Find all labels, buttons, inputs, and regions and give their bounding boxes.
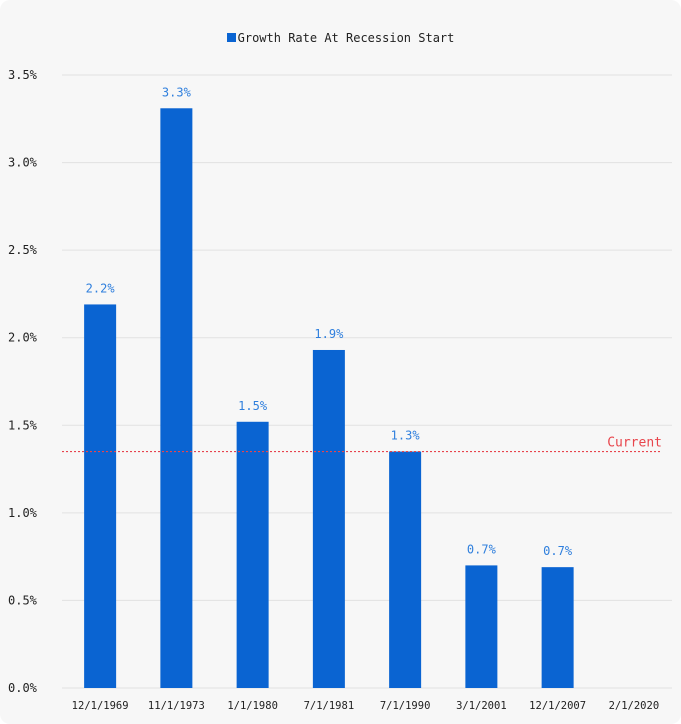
y-tick-label: 2.0% — [8, 331, 38, 345]
bar — [541, 567, 574, 688]
data-label: 0.7% — [543, 544, 573, 558]
bar — [465, 565, 498, 688]
y-tick-label: 3.5% — [8, 68, 38, 82]
y-tick-label: 0.0% — [8, 681, 38, 695]
y-tick-label: 3.0% — [8, 156, 38, 170]
data-label: 1.3% — [391, 429, 421, 443]
legend-label: Growth Rate At Recession Start — [237, 31, 455, 45]
data-label: 0.7% — [467, 542, 497, 556]
data-label: 1.5% — [238, 399, 268, 413]
x-tick-label: 2/1/2020 — [609, 700, 660, 712]
x-tick-label: 7/1/1990 — [380, 700, 431, 712]
data-label: 2.2% — [86, 281, 116, 295]
data-label: 3.3% — [162, 85, 192, 99]
y-tick-label: 0.5% — [8, 593, 38, 607]
legend-swatch — [226, 33, 236, 42]
current-reference-label: Current — [607, 436, 662, 451]
y-tick-label: 1.5% — [8, 418, 38, 432]
data-label: 1.9% — [314, 327, 344, 341]
x-tick-label: 3/1/2001 — [456, 700, 507, 712]
bar — [389, 451, 422, 688]
x-tick-label: 12/1/2007 — [529, 700, 586, 712]
x-tick-label: 1/1/1980 — [227, 700, 278, 712]
legend: Growth Rate At Recession Start — [0, 31, 681, 45]
x-tick-label: 11/1/1973 — [148, 700, 205, 712]
bar — [84, 304, 117, 688]
x-tick-label: 7/1/1981 — [304, 700, 355, 712]
y-tick-label: 2.5% — [8, 243, 38, 257]
y-tick-label: 1.0% — [8, 506, 38, 520]
bar — [312, 349, 345, 688]
bar — [236, 421, 269, 688]
x-tick-label: 12/1/1969 — [72, 700, 129, 712]
bar — [160, 108, 193, 688]
